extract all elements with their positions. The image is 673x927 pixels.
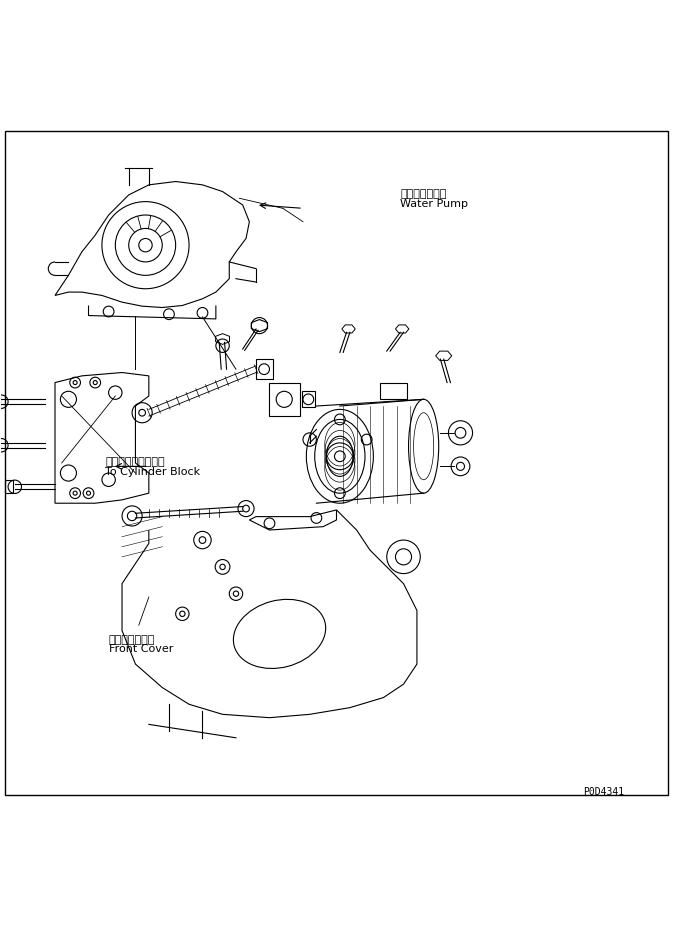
Bar [380,383,407,400]
Text: P0D4341: P0D4341 [583,786,625,796]
Bar [302,392,315,408]
Bar [5,480,13,494]
Text: Water Pump: Water Pump [400,199,468,209]
Text: To Cylinder Block: To Cylinder Block [105,466,201,476]
Bar [269,383,299,416]
Text: フロントカバー: フロントカバー [108,634,155,644]
Text: Front Cover: Front Cover [108,643,173,654]
Text: ウォータポンプ: ウォータポンプ [400,189,447,199]
Text: シリンダブロックへ: シリンダブロックへ [105,457,165,467]
Bar [256,360,273,380]
